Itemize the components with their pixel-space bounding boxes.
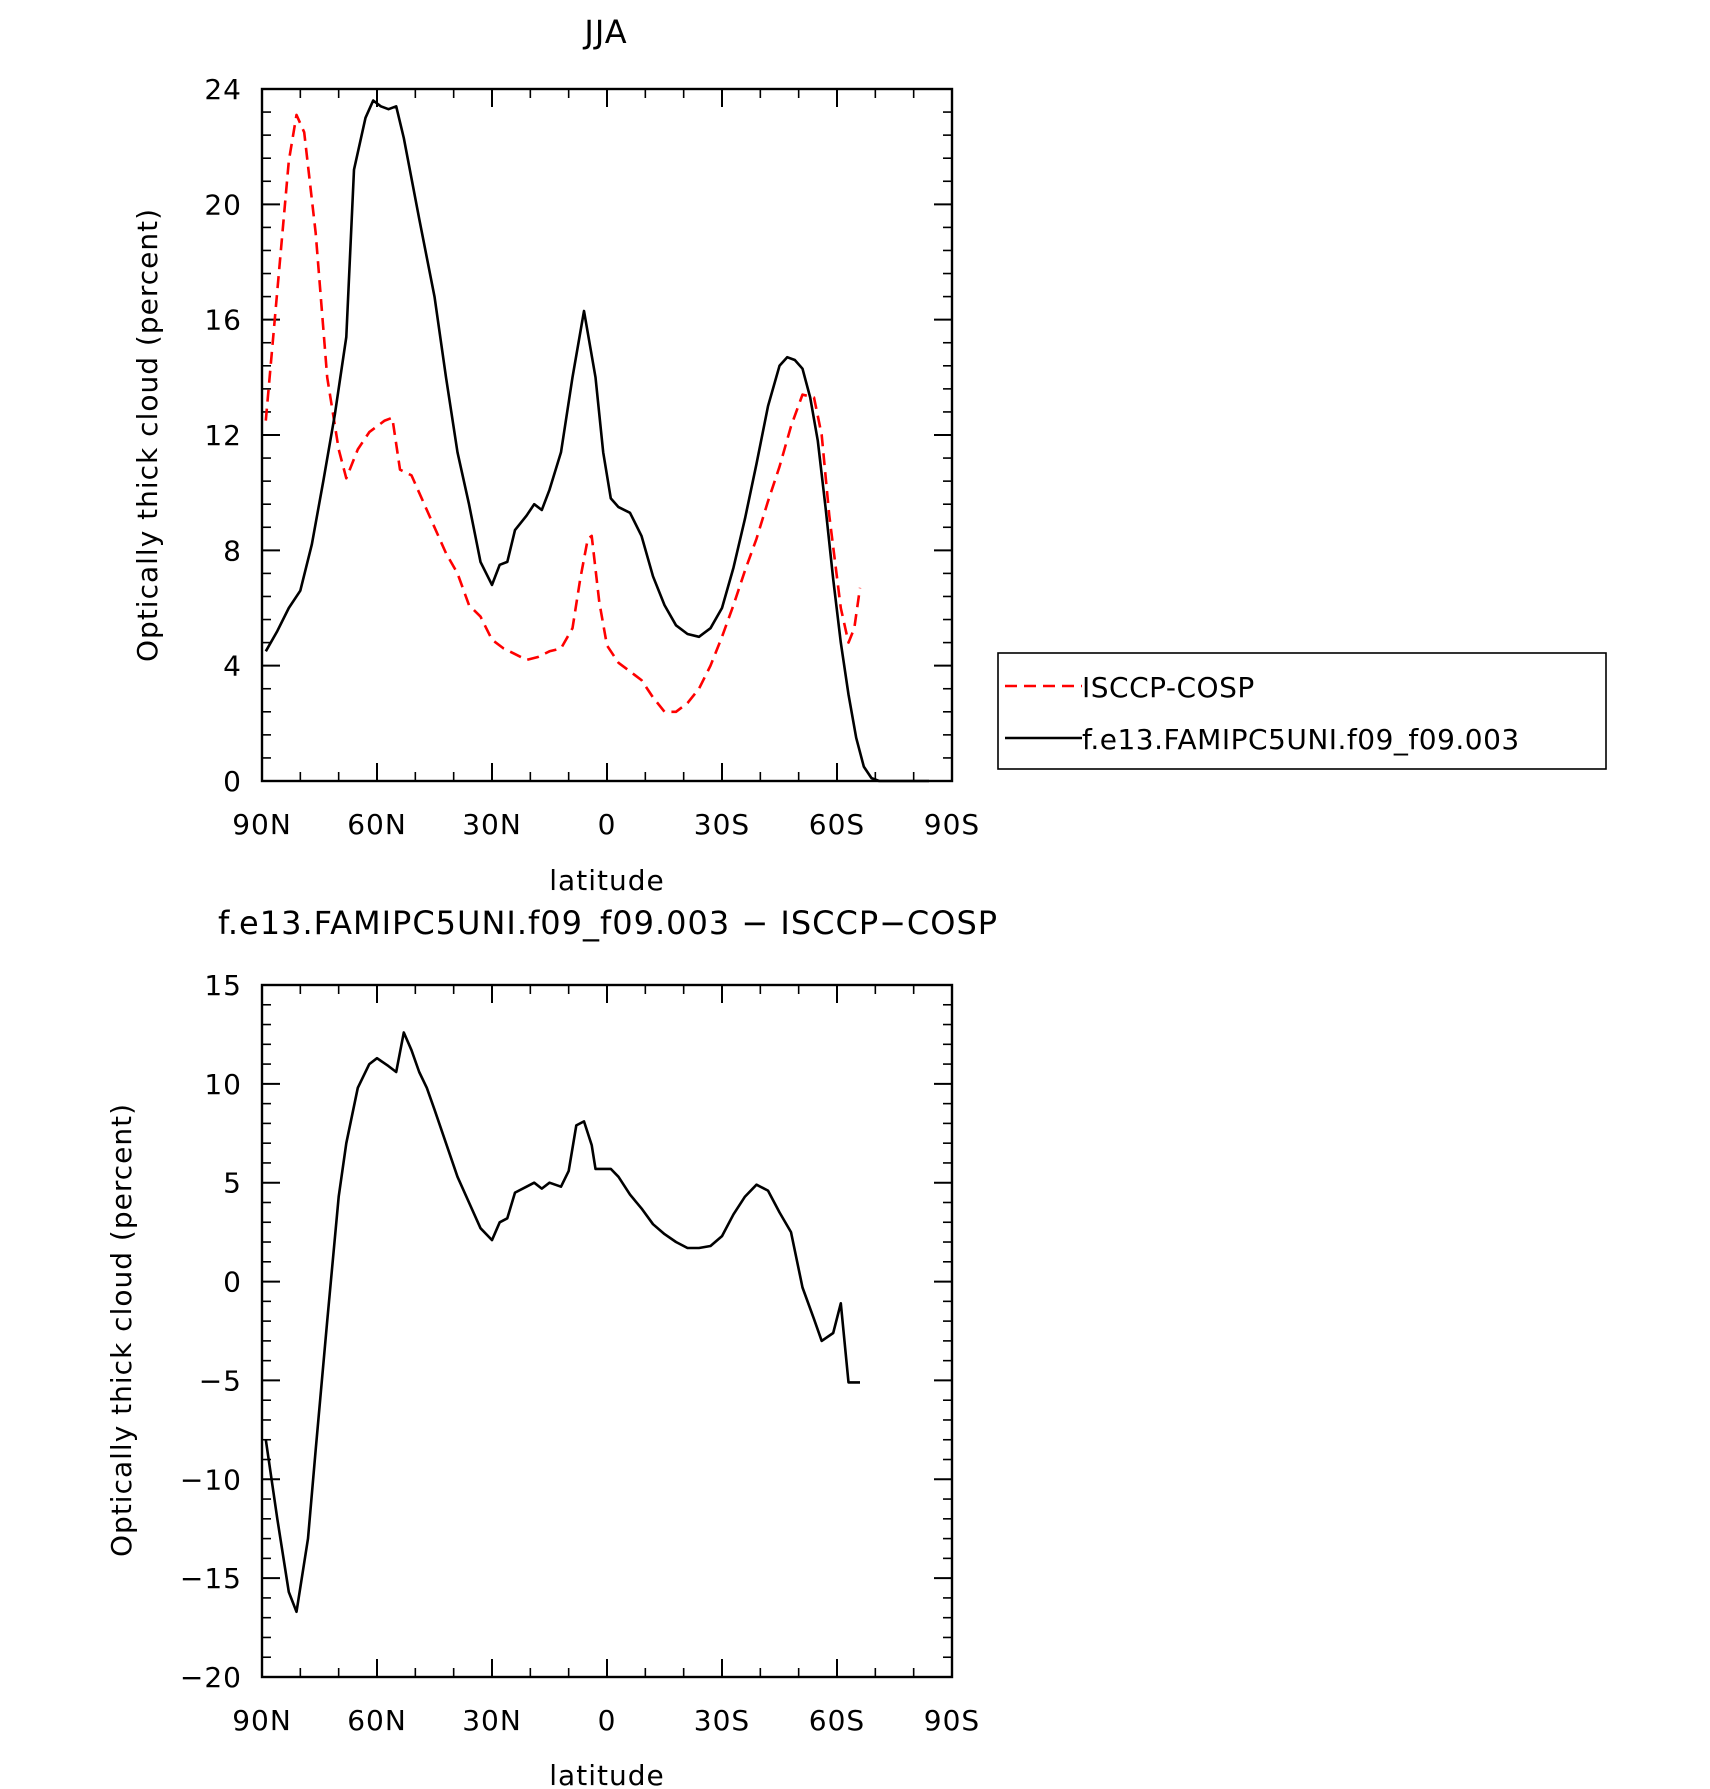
legend: ISCCP-COSP f.e13.FAMIPC5UNI.f09_f09.003 xyxy=(997,652,1607,770)
bottom-axis-ticks xyxy=(261,984,953,1678)
x-tick-label: 60N xyxy=(347,1704,407,1737)
y-tick-label: −10 xyxy=(180,1463,242,1496)
y-tick-label: 8 xyxy=(223,534,242,567)
legend-label-model: f.e13.FAMIPC5UNI.f09_f09.003 xyxy=(1082,723,1520,756)
y-tick-label: 4 xyxy=(223,650,242,683)
x-tick-label: 60S xyxy=(809,808,865,841)
x-tick-label: 0 xyxy=(598,1704,617,1737)
x-tick-label: 30S xyxy=(694,808,750,841)
bottom-y-axis-title: Optically thick cloud (percent) xyxy=(105,1103,138,1557)
top-plot-frame xyxy=(260,87,954,783)
x-tick-label: 60S xyxy=(809,1704,865,1737)
y-tick-label: 24 xyxy=(204,73,242,106)
bottom-panel: f.e13.FAMIPC5UNI.f09_f09.003 − ISCCP−COS… xyxy=(105,904,998,1789)
bottom-plot-frame xyxy=(260,983,954,1679)
y-tick-label: −15 xyxy=(180,1562,242,1595)
bottom-series-group xyxy=(264,1031,860,1614)
x-tick-label: 0 xyxy=(598,808,617,841)
legend-box xyxy=(997,652,1607,770)
x-tick-label: 60N xyxy=(347,808,407,841)
bottom-x-tick-labels: 90N 60N 30N 0 30S 60S 90S xyxy=(232,1704,980,1737)
top-y-tick-labels: 0 4 8 12 16 20 24 xyxy=(204,73,242,798)
x-tick-label: 90S xyxy=(924,1704,980,1737)
bottom-y-tick-labels: −20 −15 −10 −5 0 5 10 15 xyxy=(180,969,242,1694)
bottom-x-axis-title: latitude xyxy=(549,1759,664,1789)
y-tick-label: 12 xyxy=(204,419,242,452)
x-tick-label: 90N xyxy=(232,1704,292,1737)
top-panel: JJA 0 4 8 12 16 20 24 90N 60N 30N 0 30S 60S 90S lati… xyxy=(131,13,1607,897)
y-tick-label: 20 xyxy=(204,188,242,221)
top-series-group xyxy=(264,99,929,783)
top-x-axis-title: latitude xyxy=(549,864,664,897)
top-y-axis-title: Optically thick cloud (percent) xyxy=(131,208,164,662)
top-axis-ticks xyxy=(261,88,953,782)
series-line-isccp-cosp xyxy=(264,113,862,714)
y-tick-label: 0 xyxy=(223,1266,242,1299)
y-tick-label: 16 xyxy=(204,304,242,337)
series-line-difference xyxy=(264,1031,860,1614)
y-tick-label: −5 xyxy=(199,1364,242,1397)
y-tick-label: 0 xyxy=(223,765,242,798)
top-x-tick-labels: 90N 60N 30N 0 30S 60S 90S xyxy=(232,808,980,841)
bottom-chart-title: f.e13.FAMIPC5UNI.f09_f09.003 − ISCCP−COS… xyxy=(218,904,998,942)
x-tick-label: 30N xyxy=(462,808,522,841)
y-tick-label: 15 xyxy=(204,969,242,1002)
series-line-model xyxy=(264,99,929,783)
y-tick-label: 10 xyxy=(204,1068,242,1101)
y-tick-label: 5 xyxy=(223,1167,242,1200)
top-chart-title: JJA xyxy=(582,13,627,51)
x-tick-label: 30S xyxy=(694,1704,750,1737)
y-tick-label: −20 xyxy=(180,1661,242,1694)
x-tick-label: 30N xyxy=(462,1704,522,1737)
legend-label-isccp-cosp: ISCCP-COSP xyxy=(1082,671,1255,704)
x-tick-label: 90N xyxy=(232,808,292,841)
x-tick-label: 90S xyxy=(924,808,980,841)
